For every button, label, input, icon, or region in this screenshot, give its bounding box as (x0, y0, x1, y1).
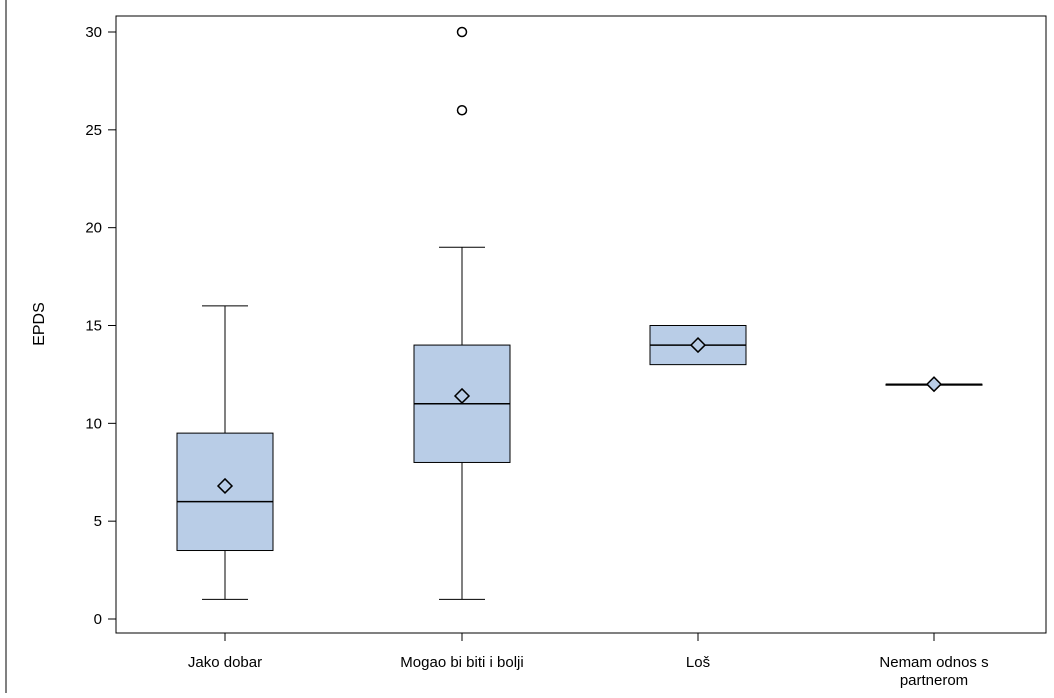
x-tick-label-line: Jako dobar (188, 654, 262, 671)
box-mean-marker (453, 387, 471, 405)
x-tick-label-line: Loš (686, 654, 710, 671)
x-tick-label: Jako dobar (188, 654, 262, 671)
y-tick-label: 25 (85, 122, 102, 139)
box-group (413, 26, 511, 600)
x-tick-label-line: partnerom (900, 672, 968, 689)
x-tick-label: Nemam odnos s partnerom (879, 654, 988, 689)
box-group (885, 376, 983, 393)
y-axis-title: EPDS (31, 302, 48, 346)
box-group (176, 305, 274, 600)
y-axis: 0 5 10 15 20 25 30 (85, 24, 116, 628)
outlier-point (456, 26, 468, 38)
x-axis: Jako dobar Mogao bi biti i bolji Loš Nemam … (188, 633, 989, 689)
outlier-point (456, 105, 468, 116)
y-tick-label: 15 (85, 318, 102, 335)
y-tick-label: 5 (94, 513, 102, 530)
x-tick-label: Loš (686, 654, 710, 671)
x-tick-label-line: Mogao bi biti i bolji (400, 654, 523, 671)
x-tick-label: Mogao bi biti i bolji (400, 654, 523, 671)
box-mean-marker (925, 376, 943, 393)
x-tick-label-line: Nemam odnos s (879, 654, 988, 671)
plot-frame (115, 15, 1047, 634)
box-series (176, 26, 983, 600)
box-mean-marker (216, 477, 234, 495)
y-tick-label: 10 (85, 415, 102, 432)
box-group (649, 325, 747, 366)
box-mean-marker (689, 337, 707, 354)
y-tick-label: 0 (94, 611, 102, 628)
y-tick-label: 30 (85, 24, 102, 41)
y-tick-label: 20 (85, 220, 102, 237)
